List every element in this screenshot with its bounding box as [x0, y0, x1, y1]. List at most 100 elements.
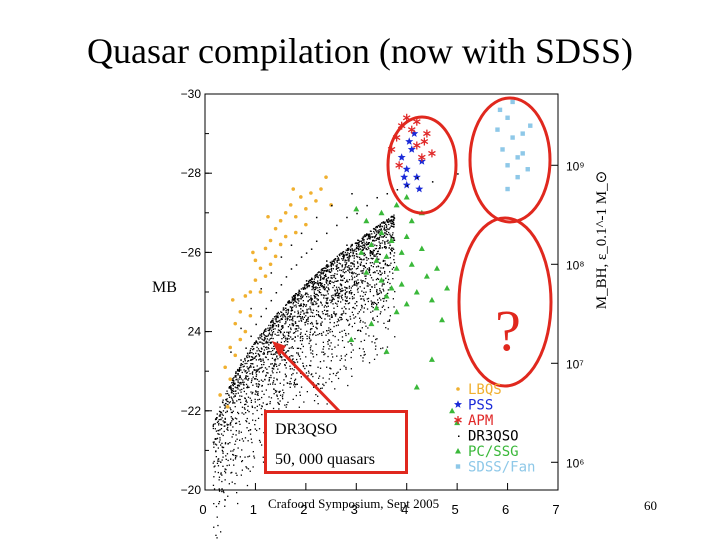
cloud-dot [298, 327, 300, 329]
cloud-dot [263, 334, 265, 336]
cloud-dot [360, 304, 363, 307]
cloud-dot [376, 303, 378, 305]
cloud-dot [366, 285, 368, 287]
cloud-dot [341, 290, 343, 292]
cloud-dot [337, 318, 339, 320]
cloud-dot [359, 264, 362, 266]
cloud-dot [337, 371, 339, 373]
cloud-dot [275, 318, 277, 320]
cloud-dot [376, 258, 379, 260]
cloud-dot [383, 283, 385, 285]
sdss_fan-point [497, 107, 503, 113]
cloud-dot [290, 383, 292, 385]
cloud-dot [254, 369, 256, 371]
cloud-dot [379, 236, 381, 238]
cloud-dot [356, 281, 358, 284]
cloud-dot [327, 264, 329, 266]
cloud-dot [384, 222, 386, 224]
cloud-dot [289, 368, 291, 370]
cloud-dot [326, 306, 328, 308]
cloud-dot [274, 383, 276, 385]
series-pc_ssg [348, 193, 461, 445]
cloud-dot [272, 319, 274, 322]
cloud-dot [353, 255, 356, 257]
cloud-dot [252, 451, 254, 453]
cloud-dot [380, 291, 382, 293]
cloud-dot [323, 306, 325, 308]
cloud-dot [357, 242, 359, 245]
cloud-dot [232, 402, 234, 404]
cloud-dot [333, 275, 336, 277]
cloud-dot [343, 257, 345, 259]
cloud-dot [366, 308, 369, 310]
cloud-dot [346, 291, 348, 293]
dr3qso-point [285, 276, 288, 278]
cloud-dot [226, 410, 228, 412]
cloud-dot [323, 277, 325, 279]
lbqs-point [238, 337, 243, 342]
cloud-dot [375, 230, 377, 232]
cloud-dot [322, 278, 324, 280]
cloud-dot [301, 316, 303, 318]
lbqs-point [278, 242, 283, 247]
dr3qso-point [431, 181, 434, 183]
cloud-dot [384, 242, 386, 244]
cloud-dot [353, 297, 355, 299]
cloud-dot [336, 305, 339, 307]
cloud-dot [271, 333, 273, 336]
page-number: 60 [644, 498, 657, 513]
cloud-dot [253, 366, 255, 368]
cloud-dot [368, 242, 370, 244]
cloud-dot [299, 391, 301, 393]
sdss_fan-point [525, 167, 530, 172]
cloud-dot [384, 245, 386, 248]
cloud-dot [348, 247, 350, 249]
apm-point [420, 137, 429, 146]
cloud-dot [247, 468, 250, 470]
cloud-dot [348, 302, 351, 304]
cloud-dot [371, 233, 373, 235]
cloud-dot [351, 275, 353, 277]
cloud-dot [274, 358, 277, 360]
cloud-dot [241, 469, 243, 471]
cloud-dot [380, 292, 382, 294]
cloud-dot [336, 292, 338, 294]
cloud-dot [338, 262, 340, 264]
cloud-dot [287, 301, 289, 303]
pc_ssg-point [418, 245, 425, 251]
cloud-dot [392, 278, 394, 280]
cloud-dot [363, 291, 365, 294]
cloud-dot [346, 296, 348, 298]
cloud-dot [363, 259, 365, 261]
cloud-dot [216, 462, 219, 464]
cloud-dot [252, 384, 254, 386]
cloud-dot [386, 221, 389, 223]
cloud-dot [255, 390, 257, 392]
cloud-dot [385, 223, 387, 225]
cloud-dot [342, 269, 344, 271]
cloud-dot [393, 214, 395, 216]
cloud-dot [245, 372, 248, 374]
cloud-dot [391, 222, 393, 225]
cloud-dot [310, 374, 312, 376]
cloud-dot [347, 258, 349, 260]
cloud-dot [319, 271, 321, 273]
cloud-dot [215, 430, 218, 432]
cloud-dot [305, 292, 307, 294]
cloud-dot [255, 370, 258, 373]
cloud-dot [295, 322, 297, 324]
cloud-dot [272, 325, 275, 327]
cloud-dot [327, 332, 329, 335]
cloud-dot [312, 356, 315, 358]
cloud-dot [223, 430, 225, 433]
cloud-dot [229, 442, 231, 444]
cloud-dot [235, 422, 238, 424]
cloud-dot [348, 254, 350, 256]
cloud-dot [274, 362, 276, 365]
cloud-dot [323, 346, 325, 348]
cloud-dot [307, 284, 310, 286]
cloud-dot [237, 412, 240, 415]
cloud-dot [391, 268, 393, 270]
cloud-dot [321, 268, 323, 271]
cloud-dot [371, 341, 373, 343]
